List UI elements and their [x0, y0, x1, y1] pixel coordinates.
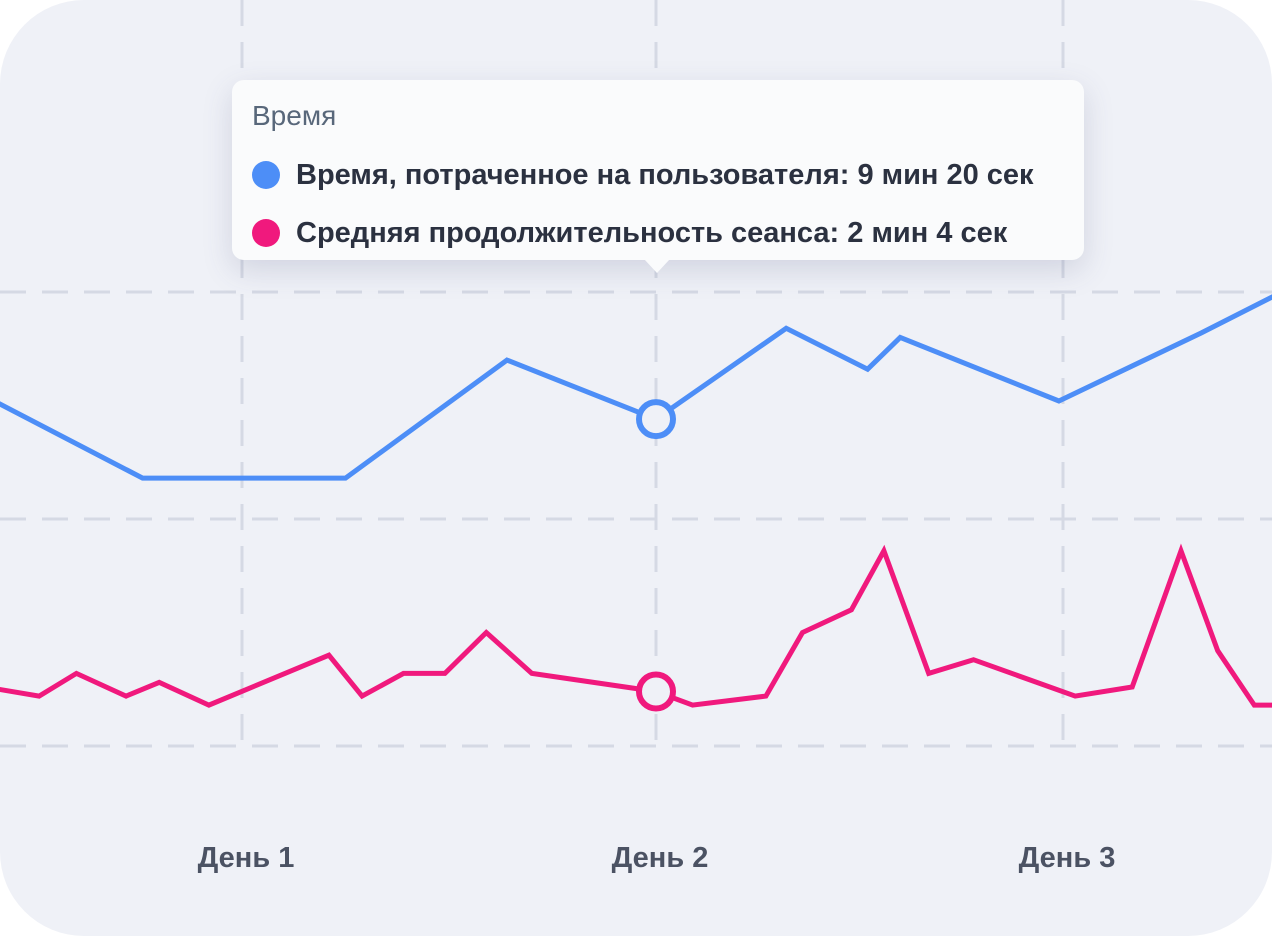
tooltip-pointer: [644, 259, 670, 273]
x-tick-label: День 3: [1019, 842, 1116, 874]
tooltip-row-time-per-user: Время, потраченное на пользователя: 9 ми…: [252, 146, 1064, 204]
tooltip-title: Время: [252, 100, 337, 131]
chart-tooltip: Время Время, потраченное на пользователя…: [232, 80, 1084, 273]
tooltip-row-label: Средняя продолжительность сеанса: 2 мин …: [296, 216, 1008, 249]
series-marker-icon: [252, 161, 280, 189]
x-tick-label: День 2: [612, 842, 709, 874]
highlighted-point: [636, 671, 676, 712]
x-tick-label: День 1: [198, 842, 295, 874]
tooltip-row-session-duration: Средняя продолжительность сеанса: 2 мин …: [252, 204, 1064, 262]
tooltip-row-label: Время, потраченное на пользователя: 9 ми…: [296, 158, 1034, 191]
series-line-time-per-user: [0, 294, 1272, 481]
series-marker-icon: [252, 219, 280, 247]
highlighted-point: [636, 399, 676, 440]
series-line-session-duration: [0, 543, 1272, 708]
